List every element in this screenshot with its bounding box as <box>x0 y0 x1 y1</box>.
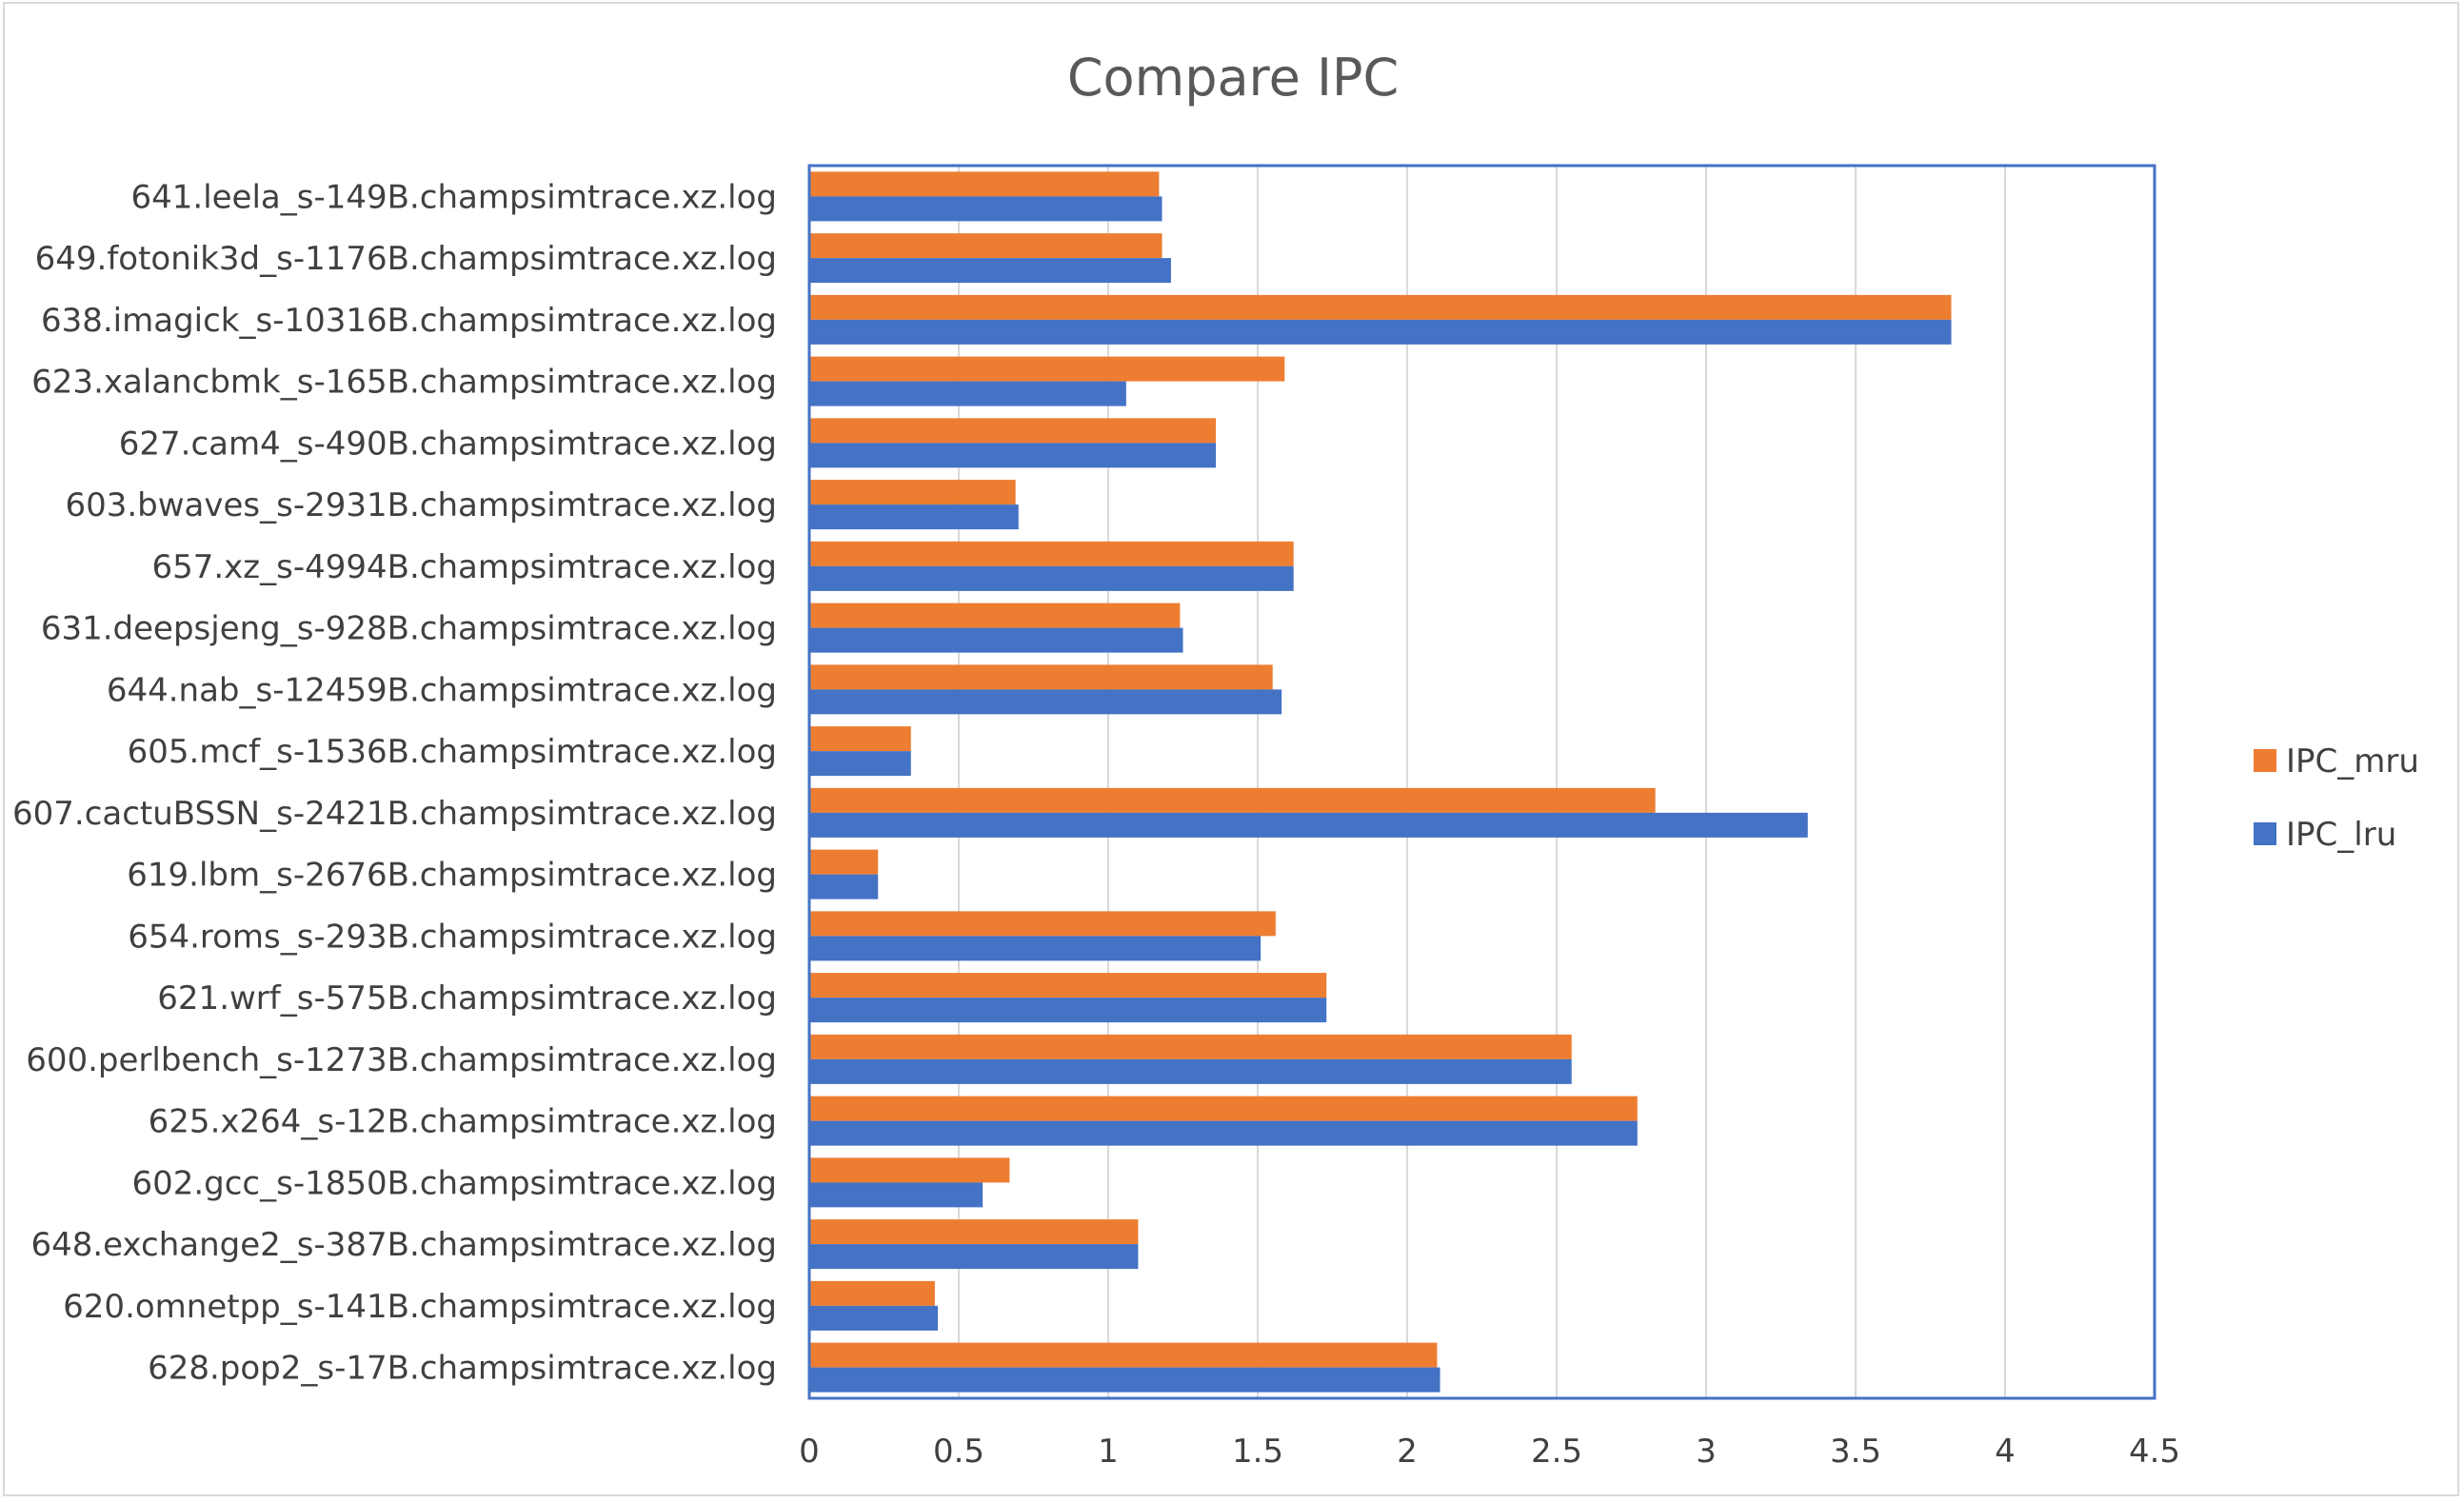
category-label: 621.wrf_s-575B.champsimtrace.xz.log <box>157 979 777 1018</box>
bar-IPC_mru <box>809 1280 935 1306</box>
legend-swatch-IPC_lru <box>2254 822 2276 845</box>
gridlines <box>958 166 2006 1398</box>
bar-IPC_lru <box>809 258 1171 284</box>
category-label: 603.bwaves_s-2931B.champsimtrace.xz.log <box>65 486 777 524</box>
category-label: 623.xalancbmk_s-165B.champsimtrace.xz.lo… <box>31 364 777 402</box>
x-tick-label: 0 <box>799 1433 820 1471</box>
legend-label-IPC_lru: IPC_lru <box>2286 816 2396 854</box>
bar-chart: Compare IPC 641.leela_s-149B.champsimtra… <box>12 48 2419 1471</box>
bar-IPC_lru <box>809 751 911 777</box>
bar-IPC_mru <box>809 1096 1638 1121</box>
category-label: 657.xz_s-4994B.champsimtrace.xz.log <box>151 548 777 586</box>
category-label: 654.roms_s-293B.champsimtrace.xz.log <box>128 918 777 956</box>
x-tick-labels: 0 0.5 1 1.5 2 2.5 3 3.5 4 4.5 <box>799 1433 2180 1471</box>
plot-area-border <box>807 164 2156 1400</box>
bar-IPC_mru <box>809 356 1285 382</box>
category-label: 628.pop2_s-17B.champsimtrace.xz.log <box>148 1350 777 1388</box>
bar-IPC_mru <box>809 787 1656 813</box>
bar-IPC_mru <box>809 664 1273 690</box>
category-label: 644.nab_s-12459B.champsimtrace.xz.log <box>107 671 777 709</box>
x-tick-label: 3.5 <box>1830 1433 1881 1471</box>
bars <box>809 171 1952 1393</box>
x-tick-label: 4 <box>1995 1433 2016 1471</box>
bar-IPC_mru <box>809 911 1276 937</box>
x-tick-label: 2 <box>1397 1433 1418 1471</box>
x-tick-label: 3 <box>1696 1433 1717 1471</box>
x-tick-label: 1.5 <box>1232 1433 1283 1471</box>
bar-IPC_lru <box>809 998 1327 1023</box>
x-tick-label: 4.5 <box>2129 1433 2180 1471</box>
legend: IPC_mru IPC_lru <box>2254 742 2419 854</box>
bar-IPC_lru <box>809 1367 1441 1393</box>
x-tick-label: 2.5 <box>1531 1433 1582 1471</box>
category-label: 625.x264_s-12B.champsimtrace.xz.log <box>149 1103 777 1141</box>
bar-IPC_lru <box>809 1305 939 1331</box>
bar-IPC_mru <box>809 849 879 875</box>
bar-IPC_lru <box>809 627 1183 653</box>
bar-IPC_mru <box>809 603 1181 628</box>
category-label: 638.imagick_s-10316B.champsimtrace.xz.lo… <box>41 302 777 340</box>
category-label: 600.perlbench_s-1273B.champsimtrace.xz.l… <box>26 1041 777 1079</box>
category-label: 631.deepsjeng_s-928B.champsimtrace.xz.lo… <box>41 610 777 648</box>
chart-title: Compare IPC <box>1067 48 1399 108</box>
bar-IPC_lru <box>809 196 1162 222</box>
bar-IPC_mru <box>809 1034 1572 1059</box>
bar-IPC_lru <box>809 1120 1638 1146</box>
legend-label-IPC_mru: IPC_mru <box>2286 742 2419 781</box>
bar-IPC_lru <box>809 443 1217 468</box>
x-tick-label: 1 <box>1098 1433 1119 1471</box>
bar-IPC_lru <box>809 1244 1139 1270</box>
category-label: 620.omnetpp_s-141B.champsimtrace.xz.log <box>63 1288 777 1326</box>
bar-IPC_mru <box>809 541 1294 566</box>
bar-IPC_mru <box>809 1157 1010 1183</box>
category-label: 641.leela_s-149B.champsimtrace.xz.log <box>130 178 777 216</box>
bar-IPC_mru <box>809 418 1217 444</box>
chart-frame: Compare IPC 641.leela_s-149B.champsimtra… <box>3 2 2459 1496</box>
category-label: 605.mcf_s-1536B.champsimtrace.xz.log <box>128 733 777 771</box>
category-label: 602.gcc_s-1850B.champsimtrace.xz.log <box>131 1164 777 1202</box>
legend-swatch-IPC_mru <box>2254 749 2276 772</box>
bar-IPC_lru <box>809 874 879 899</box>
category-label: 627.cam4_s-490B.champsimtrace.xz.log <box>119 425 777 463</box>
bar-IPC_mru <box>809 973 1327 998</box>
category-label: 649.fotonik3d_s-1176B.champsimtrace.xz.l… <box>35 240 777 278</box>
bar-IPC_lru <box>809 381 1126 406</box>
x-tick-label: 0.5 <box>933 1433 984 1471</box>
category-label: 648.exchange2_s-387B.champsimtrace.xz.lo… <box>30 1226 777 1264</box>
bar-IPC_mru <box>809 171 1160 197</box>
bar-IPC_mru <box>809 233 1162 259</box>
bar-IPC_mru <box>809 1219 1139 1245</box>
bar-IPC_lru <box>809 504 1019 530</box>
category-labels: 641.leela_s-149B.champsimtrace.xz.log 649… <box>12 178 777 1387</box>
bar-IPC_lru <box>809 1182 984 1208</box>
bar-IPC_lru <box>809 1058 1572 1084</box>
bar-IPC_lru <box>809 689 1282 715</box>
category-label: 619.lbm_s-2676B.champsimtrace.xz.log <box>127 857 777 895</box>
bar-IPC_lru <box>809 936 1262 961</box>
category-label: 607.cactuBSSN_s-2421B.champsimtrace.xz.l… <box>12 795 777 833</box>
bar-IPC_lru <box>809 565 1294 591</box>
bar-IPC_mru <box>809 726 911 752</box>
bar-IPC_lru <box>809 812 1808 838</box>
bar-IPC_lru <box>809 319 1952 345</box>
bar-IPC_mru <box>809 294 1952 320</box>
bar-IPC_mru <box>809 1342 1438 1368</box>
bar-IPC_mru <box>809 480 1016 505</box>
